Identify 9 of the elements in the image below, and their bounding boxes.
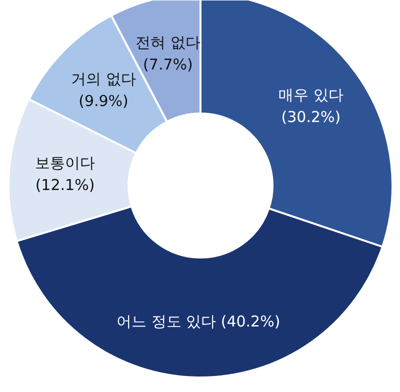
slice-label: 보통이다	[35, 154, 96, 172]
slice-label: 매우 있다	[278, 86, 344, 104]
data-label: (7.7%)	[143, 55, 193, 74]
slice-label: 전혀 없다	[136, 33, 200, 52]
data-label: (9.9%)	[78, 92, 128, 110]
slice-label: 거의 없다	[71, 70, 136, 88]
slice-label: 어느 정도 있다 (40.2%)	[116, 312, 280, 330]
data-label: (12.1%)	[35, 176, 95, 194]
data-label: (30.2%)	[281, 108, 341, 126]
